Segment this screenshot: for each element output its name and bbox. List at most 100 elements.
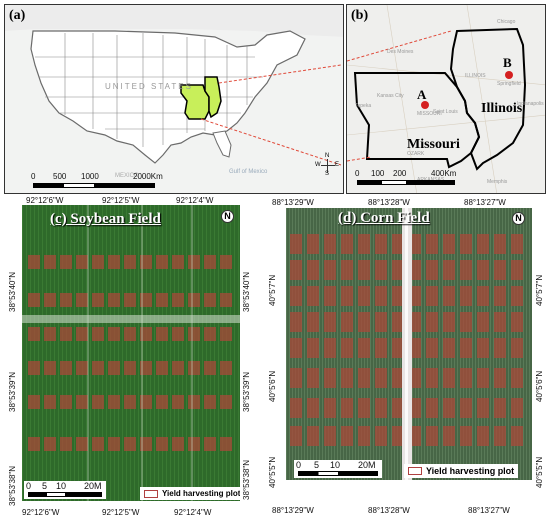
yield-plot: [220, 437, 232, 451]
yield-plot: [494, 368, 506, 388]
yield-plot: [76, 395, 88, 409]
yield-plot: [494, 312, 506, 332]
yield-plot: [60, 361, 72, 375]
yield-plot: [188, 327, 200, 341]
yield-plot: [426, 338, 438, 358]
yield-plot: [307, 338, 319, 358]
yield-plot: [511, 286, 523, 306]
yield-plot: [375, 338, 387, 358]
yield-plot: [392, 260, 404, 280]
svg-text:Des Moines: Des Moines: [387, 49, 414, 55]
yield-plot: [44, 437, 56, 451]
yield-plot: [307, 234, 319, 254]
corn-field-title: (d) Corn Field: [338, 210, 430, 226]
connector-arrow-bottom: [200, 118, 342, 166]
panel-a-label: (a): [9, 8, 26, 23]
yield-plot: [358, 286, 370, 306]
yield-plot: [204, 361, 216, 375]
yield-plot: [156, 437, 168, 451]
corn-yield-plots: [290, 234, 523, 446]
yield-plot: [511, 368, 523, 388]
yield-plot: [460, 338, 472, 358]
missouri-label: Missouri: [407, 137, 460, 152]
yield-plot: [443, 426, 455, 446]
soy-top-tick-1: 92°12'6"W: [26, 196, 64, 205]
illinois-outline: [449, 27, 527, 171]
corn-field-svg: [286, 208, 532, 480]
yield-plot: [307, 398, 319, 418]
yield-plot: [76, 327, 88, 341]
soy-top-tick-2: 92°12'5"W: [102, 196, 140, 205]
yield-plot: [426, 286, 438, 306]
yield-plot: [124, 327, 136, 341]
yield-plot: [375, 260, 387, 280]
yield-plot: [92, 395, 104, 409]
scale-bar-b: 0 100 200 400Km: [353, 169, 463, 189]
panel-b-label: (b): [351, 8, 369, 23]
yield-plot: [443, 338, 455, 358]
yield-plot: [358, 312, 370, 332]
yield-plot: [92, 293, 104, 307]
corn-right-tick-2: 40°5'6"N: [535, 370, 544, 402]
illinois-label: Illinois: [481, 101, 523, 116]
corn-bottom-tick-3: 88°13'27"W: [468, 506, 510, 515]
yield-plot: [341, 312, 353, 332]
illinois-highlight: [204, 76, 222, 119]
yield-plot: [494, 426, 506, 446]
yield-plot: [108, 437, 120, 451]
yield-plot: [140, 327, 152, 341]
yield-plot: [188, 437, 200, 451]
corn-top-tick-3: 88°13'27"W: [464, 198, 506, 207]
compass-icon: N S W E: [315, 153, 340, 177]
yield-plot: [443, 234, 455, 254]
yield-plot: [460, 260, 472, 280]
yield-plot: [375, 368, 387, 388]
svg-text:Memphis: Memphis: [487, 179, 508, 185]
soy-bottom-tick-1: 92°12'6"W: [22, 508, 60, 517]
yield-plot: [392, 234, 404, 254]
yield-plot: [392, 286, 404, 306]
yield-plot: [156, 255, 168, 269]
yield-plot: [426, 426, 438, 446]
yield-plot: [140, 437, 152, 451]
yield-plot: [392, 338, 404, 358]
yield-plot: [108, 395, 120, 409]
svg-text:Kansas City: Kansas City: [377, 93, 404, 99]
soy-top-tick-3: 92°12'4"W: [176, 196, 214, 205]
yield-plot: [511, 234, 523, 254]
soy-right-tick-2: 38°53'39"N: [242, 371, 251, 412]
yield-plot: [324, 426, 336, 446]
yield-plot: [140, 293, 152, 307]
corn-top-tick-1: 88°13'29"W: [272, 198, 314, 207]
yield-plot: [204, 255, 216, 269]
yield-plot: [124, 255, 136, 269]
scale-bar-d: 0 5 10 20M: [294, 460, 382, 478]
state-borders: [35, 33, 263, 147]
yield-plot: [375, 286, 387, 306]
yield-plot: [392, 312, 404, 332]
yield-plot: [426, 260, 438, 280]
yield-plot: [460, 426, 472, 446]
north-arrow-icon-corn: N: [512, 212, 525, 225]
yield-plot: [188, 395, 200, 409]
yield-plot: [204, 437, 216, 451]
yield-plot: [426, 312, 438, 332]
yield-plot: [172, 437, 184, 451]
yield-plot: [477, 368, 489, 388]
corn-right-tick-1: 40°5'7"N: [535, 274, 544, 306]
yield-plot: [76, 437, 88, 451]
yield-plot: [426, 398, 438, 418]
connector-arrow-top: [218, 64, 342, 84]
yield-plot: [140, 255, 152, 269]
svg-text:Chicago: Chicago: [497, 19, 516, 25]
corn-top-tick-2: 88°13'28"W: [368, 198, 410, 207]
soy-right-tick-3: 38°53'38"N: [242, 459, 251, 500]
yield-plot: [290, 312, 302, 332]
yield-plot: [92, 437, 104, 451]
canada-area: [5, 5, 343, 37]
point-b-marker: [505, 71, 513, 79]
yield-plot: [28, 255, 40, 269]
yield-plot: [494, 338, 506, 358]
yield-plot: [477, 312, 489, 332]
yield-plot: [290, 368, 302, 388]
